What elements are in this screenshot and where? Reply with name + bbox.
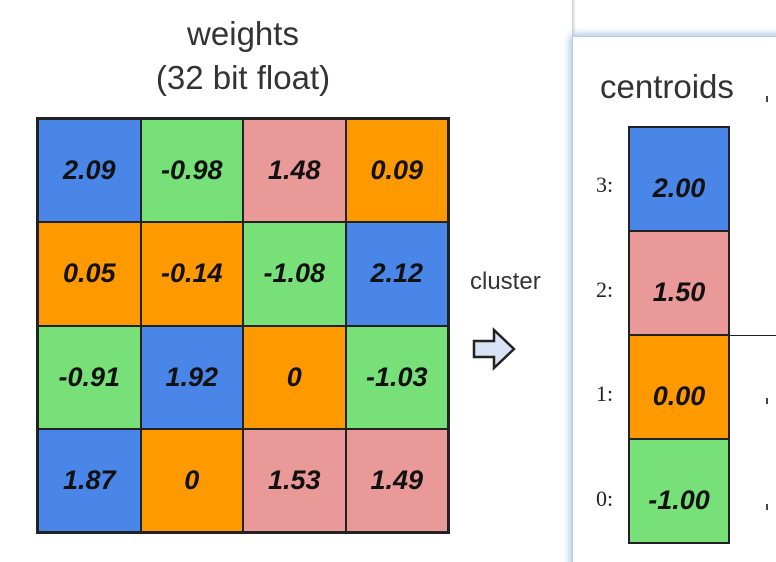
centroid-index: 0: — [596, 485, 614, 511]
weight-cell: 1.49 — [345, 428, 448, 532]
cluster-label: cluster — [470, 268, 541, 295]
centroids-title: centroids — [600, 68, 734, 105]
weight-cell: 1.92 — [140, 325, 243, 429]
centroid-cell: 0.00 — [629, 335, 729, 439]
weight-cell: -0.98 — [140, 119, 243, 223]
edge-tick — [766, 504, 768, 510]
centroid-cell: -1.00 — [629, 439, 729, 543]
weight-cell: -0.14 — [140, 222, 243, 326]
weight-cell: 1.48 — [243, 119, 346, 223]
weight-cell: 0 — [243, 325, 346, 429]
right-arrow-icon — [472, 327, 516, 371]
centroid-index: 1: — [596, 381, 614, 407]
panel-shadow — [572, 0, 576, 38]
weight-cell: -1.08 — [243, 222, 346, 326]
weight-cell: 1.87 — [38, 428, 141, 532]
edge-tick — [766, 398, 768, 404]
weight-cell: 2.09 — [38, 119, 141, 223]
weights-matrix: 2.09 -0.98 1.48 0.09 0.05 -0.14 -1.08 2.12 -0.91… — [36, 117, 450, 534]
weight-cell: 1.53 — [243, 428, 346, 532]
weights-subtitle: (32 bit float) — [155, 59, 331, 96]
weights-title: weights — [187, 15, 299, 52]
centroid-cell: 2.00 — [629, 127, 729, 231]
edge-tick — [766, 96, 768, 102]
centroid-index: 2: — [596, 276, 614, 302]
weight-cell: 0.09 — [345, 119, 448, 223]
weight-cell: -0.91 — [38, 325, 141, 429]
weight-cell: 0.05 — [38, 222, 141, 326]
centroids-column: 2.00 1.50 0.00 -1.00 — [628, 126, 730, 544]
connector-line — [730, 335, 776, 336]
centroid-cell: 1.50 — [629, 231, 729, 335]
weight-cell: 0 — [140, 428, 243, 532]
weight-cell: -1.03 — [345, 325, 448, 429]
weight-cell: 2.12 — [345, 222, 448, 326]
centroid-index: 3: — [596, 172, 614, 198]
